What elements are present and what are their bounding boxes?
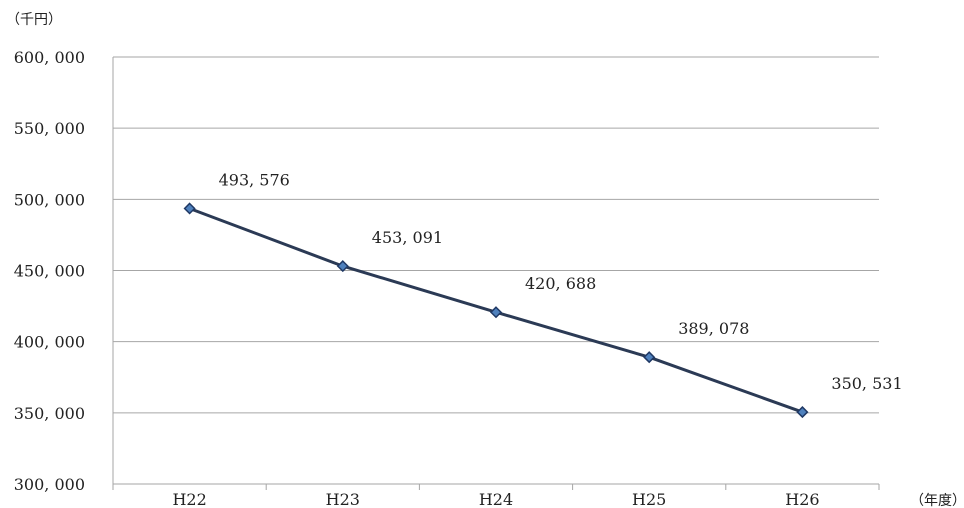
data-label-h25: 389, 078 — [678, 319, 749, 338]
gridlines — [113, 57, 879, 413]
data-label-h23: 453, 091 — [372, 228, 443, 247]
y-axis-tick-labels: 300, 000 350, 000 400, 000 450, 000 500, 000… — [14, 48, 85, 494]
y-axis-unit-label: （千円） — [6, 12, 62, 28]
point-marker-h24 — [491, 307, 501, 317]
y-tick-label-2: 400, 000 — [14, 333, 85, 352]
data-label-h26: 350, 531 — [831, 374, 902, 393]
x-axis-unit-label: （年度） — [910, 493, 964, 508]
x-tick-label-h26: H26 — [785, 490, 819, 508]
x-tick-label-h23: H23 — [326, 490, 360, 508]
point-marker-h26 — [797, 407, 807, 417]
y-tick-label-5: 550, 000 — [14, 119, 85, 138]
x-tick-label-h22: H22 — [172, 490, 206, 508]
y-tick-label-4: 500, 000 — [14, 190, 85, 209]
data-labels: 493, 576 453, 091 420, 688 389, 078 350, 531 — [219, 170, 903, 393]
x-tick-label-h24: H24 — [479, 490, 513, 508]
data-label-h22: 493, 576 — [219, 170, 290, 189]
y-tick-label-0: 300, 000 — [14, 475, 85, 494]
y-tick-label-3: 450, 000 — [14, 262, 85, 281]
point-marker-h22 — [185, 203, 195, 213]
data-label-h24: 420, 688 — [525, 274, 596, 293]
x-tick-label-h25: H25 — [632, 490, 666, 508]
point-marker-h25 — [644, 352, 654, 362]
point-marker-h23 — [338, 261, 348, 271]
series-markers — [185, 203, 808, 417]
y-tick-label-1: 350, 000 — [14, 404, 85, 423]
y-tick-label-6: 600, 000 — [14, 48, 85, 67]
x-axis-tick-labels: H22 H23 H24 H25 H26 — [172, 490, 819, 508]
